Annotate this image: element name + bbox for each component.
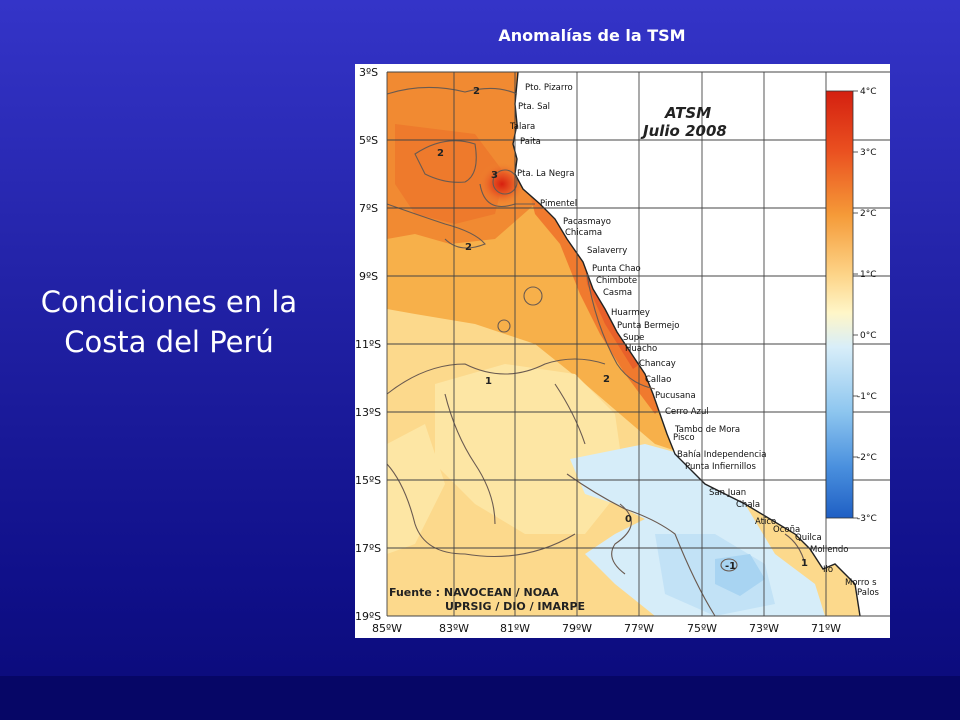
place-label: Pta. La Negra — [517, 169, 574, 179]
colorbar-label: 2°C — [860, 209, 877, 219]
place-label: Pto. Pizarro — [525, 83, 573, 93]
lat-label: 7ºS — [359, 202, 378, 215]
longitude-labels: 85ºW 83ºW 81ºW 79ºW 77ºW 75ºW 73ºW 71ºW — [372, 622, 841, 635]
colorbar-label: 1°C — [860, 270, 877, 280]
colorbar-label: -1°C — [857, 392, 877, 402]
place-label: Pucusana — [655, 391, 696, 401]
slide-title-line-2: Costa del Perú — [64, 325, 274, 359]
sst-anomaly-map: 3ºS 5ºS 7ºS 9ºS 11ºS 13ºS 15ºS 17ºS 19ºS… — [355, 64, 890, 638]
place-label: Cerro Azul — [665, 407, 709, 417]
colorbar-label: 3°C — [860, 148, 877, 158]
map-svg: 3ºS 5ºS 7ºS 9ºS 11ºS 13ºS 15ºS 17ºS 19ºS… — [355, 66, 890, 635]
lat-label: 15ºS — [355, 474, 381, 487]
lat-label: 17ºS — [355, 542, 381, 555]
contour-label: 2 — [437, 148, 444, 159]
place-label: Chimbote — [596, 276, 637, 286]
map-title-line-1: ATSM — [664, 104, 711, 122]
place-label: Salaverry — [587, 246, 627, 256]
place-label: Casma — [603, 288, 632, 298]
place-label: Tambo de Mora — [674, 425, 740, 435]
colorbar-label: 0°C — [860, 331, 877, 341]
graticule — [386, 71, 890, 617]
source-line-1: Fuente : NAVOCEAN / NOAA — [389, 586, 559, 599]
place-label: Pacasmayo — [563, 217, 611, 227]
map-title-line-2: Julio 2008 — [640, 122, 727, 140]
contour-label: 0 — [625, 514, 632, 525]
lon-label: 73ºW — [749, 622, 779, 635]
place-label: Ocoña — [773, 525, 800, 535]
lon-label: 81ºW — [500, 622, 530, 635]
lon-label: 79ºW — [562, 622, 592, 635]
lat-label: 9ºS — [359, 270, 378, 283]
place-label: Palos — [857, 588, 880, 598]
lon-label: 83ºW — [439, 622, 469, 635]
place-label: Huacho — [625, 344, 657, 354]
place-label: San Juan — [709, 488, 746, 498]
latitude-labels: 3ºS 5ºS 7ºS 9ºS 11ºS 13ºS 15ºS 17ºS 19ºS — [355, 66, 381, 623]
contour-label: 2 — [603, 374, 610, 385]
colorbar-label: -3°C — [857, 514, 877, 524]
map-title: ATSM Julio 2008 — [640, 104, 727, 140]
colorbar: 4°C 3°C 2°C 1°C 0°C -1°C -2°C -3°C — [825, 87, 877, 524]
colorbar-label: -2°C — [857, 453, 877, 463]
place-label: Morro s — [845, 578, 877, 588]
place-label: Atico — [755, 517, 776, 527]
place-label: Chicama — [565, 228, 602, 238]
colorbar-gradient — [825, 90, 854, 519]
contour-label: 2 — [473, 86, 480, 97]
map-heading: Anomalías de la TSM — [498, 26, 686, 45]
lat-label: 5ºS — [359, 134, 378, 147]
place-label: Huarmey — [611, 308, 650, 318]
lat-label: 19ºS — [355, 610, 381, 623]
place-label: Chala — [736, 500, 760, 510]
place-label: Supe — [623, 333, 644, 343]
lon-label: 75ºW — [687, 622, 717, 635]
place-label: Pta. Sal — [518, 102, 550, 112]
lat-label: 13ºS — [355, 406, 381, 419]
lon-label: 71ºW — [811, 622, 841, 635]
contour-label: 2 — [465, 242, 472, 253]
place-label: Punta Infiernillos — [685, 462, 756, 472]
lon-label: 85ºW — [372, 622, 402, 635]
place-label: Mollendo — [810, 545, 848, 555]
footer-band — [0, 676, 960, 720]
place-label: Callao — [645, 375, 671, 385]
place-label: Punta Chao — [592, 264, 641, 274]
colorbar-label: 4°C — [860, 87, 877, 97]
contour-label: -1 — [725, 561, 736, 572]
place-label: Pimentel — [540, 199, 577, 209]
contour-label: 1 — [801, 558, 808, 569]
place-label: Chancay — [639, 359, 676, 369]
lon-label: 77ºW — [624, 622, 654, 635]
place-label: Punta Bermejo — [617, 321, 679, 331]
contour-value-labels: 2 2 3 2 1 2 0 1 -1 — [437, 86, 808, 572]
place-names: Pto. Pizarro Pta. Sal Talara Paita Pta. … — [509, 83, 880, 598]
place-label: Paita — [520, 137, 541, 147]
slide-title: Condiciones en la Costa del Perú — [0, 282, 338, 362]
place-label: Pisco — [673, 433, 695, 443]
place-label: Ilo — [823, 565, 833, 575]
source-line-2: UPRSIG / DIO / IMARPE — [445, 600, 585, 613]
lat-label: 11ºS — [355, 338, 381, 351]
source-note: Fuente : NAVOCEAN / NOAA UPRSIG / DIO / … — [389, 586, 585, 613]
place-label: Bahía Independencia — [677, 450, 767, 460]
contour-lines — [386, 86, 806, 617]
place-label: Quilca — [795, 533, 822, 543]
place-label: Talara — [509, 122, 535, 132]
contour-label: 3 — [491, 170, 498, 181]
slide-title-line-1: Condiciones en la — [40, 285, 298, 319]
lat-label: 3ºS — [359, 66, 378, 79]
contour-label: 1 — [485, 376, 492, 387]
